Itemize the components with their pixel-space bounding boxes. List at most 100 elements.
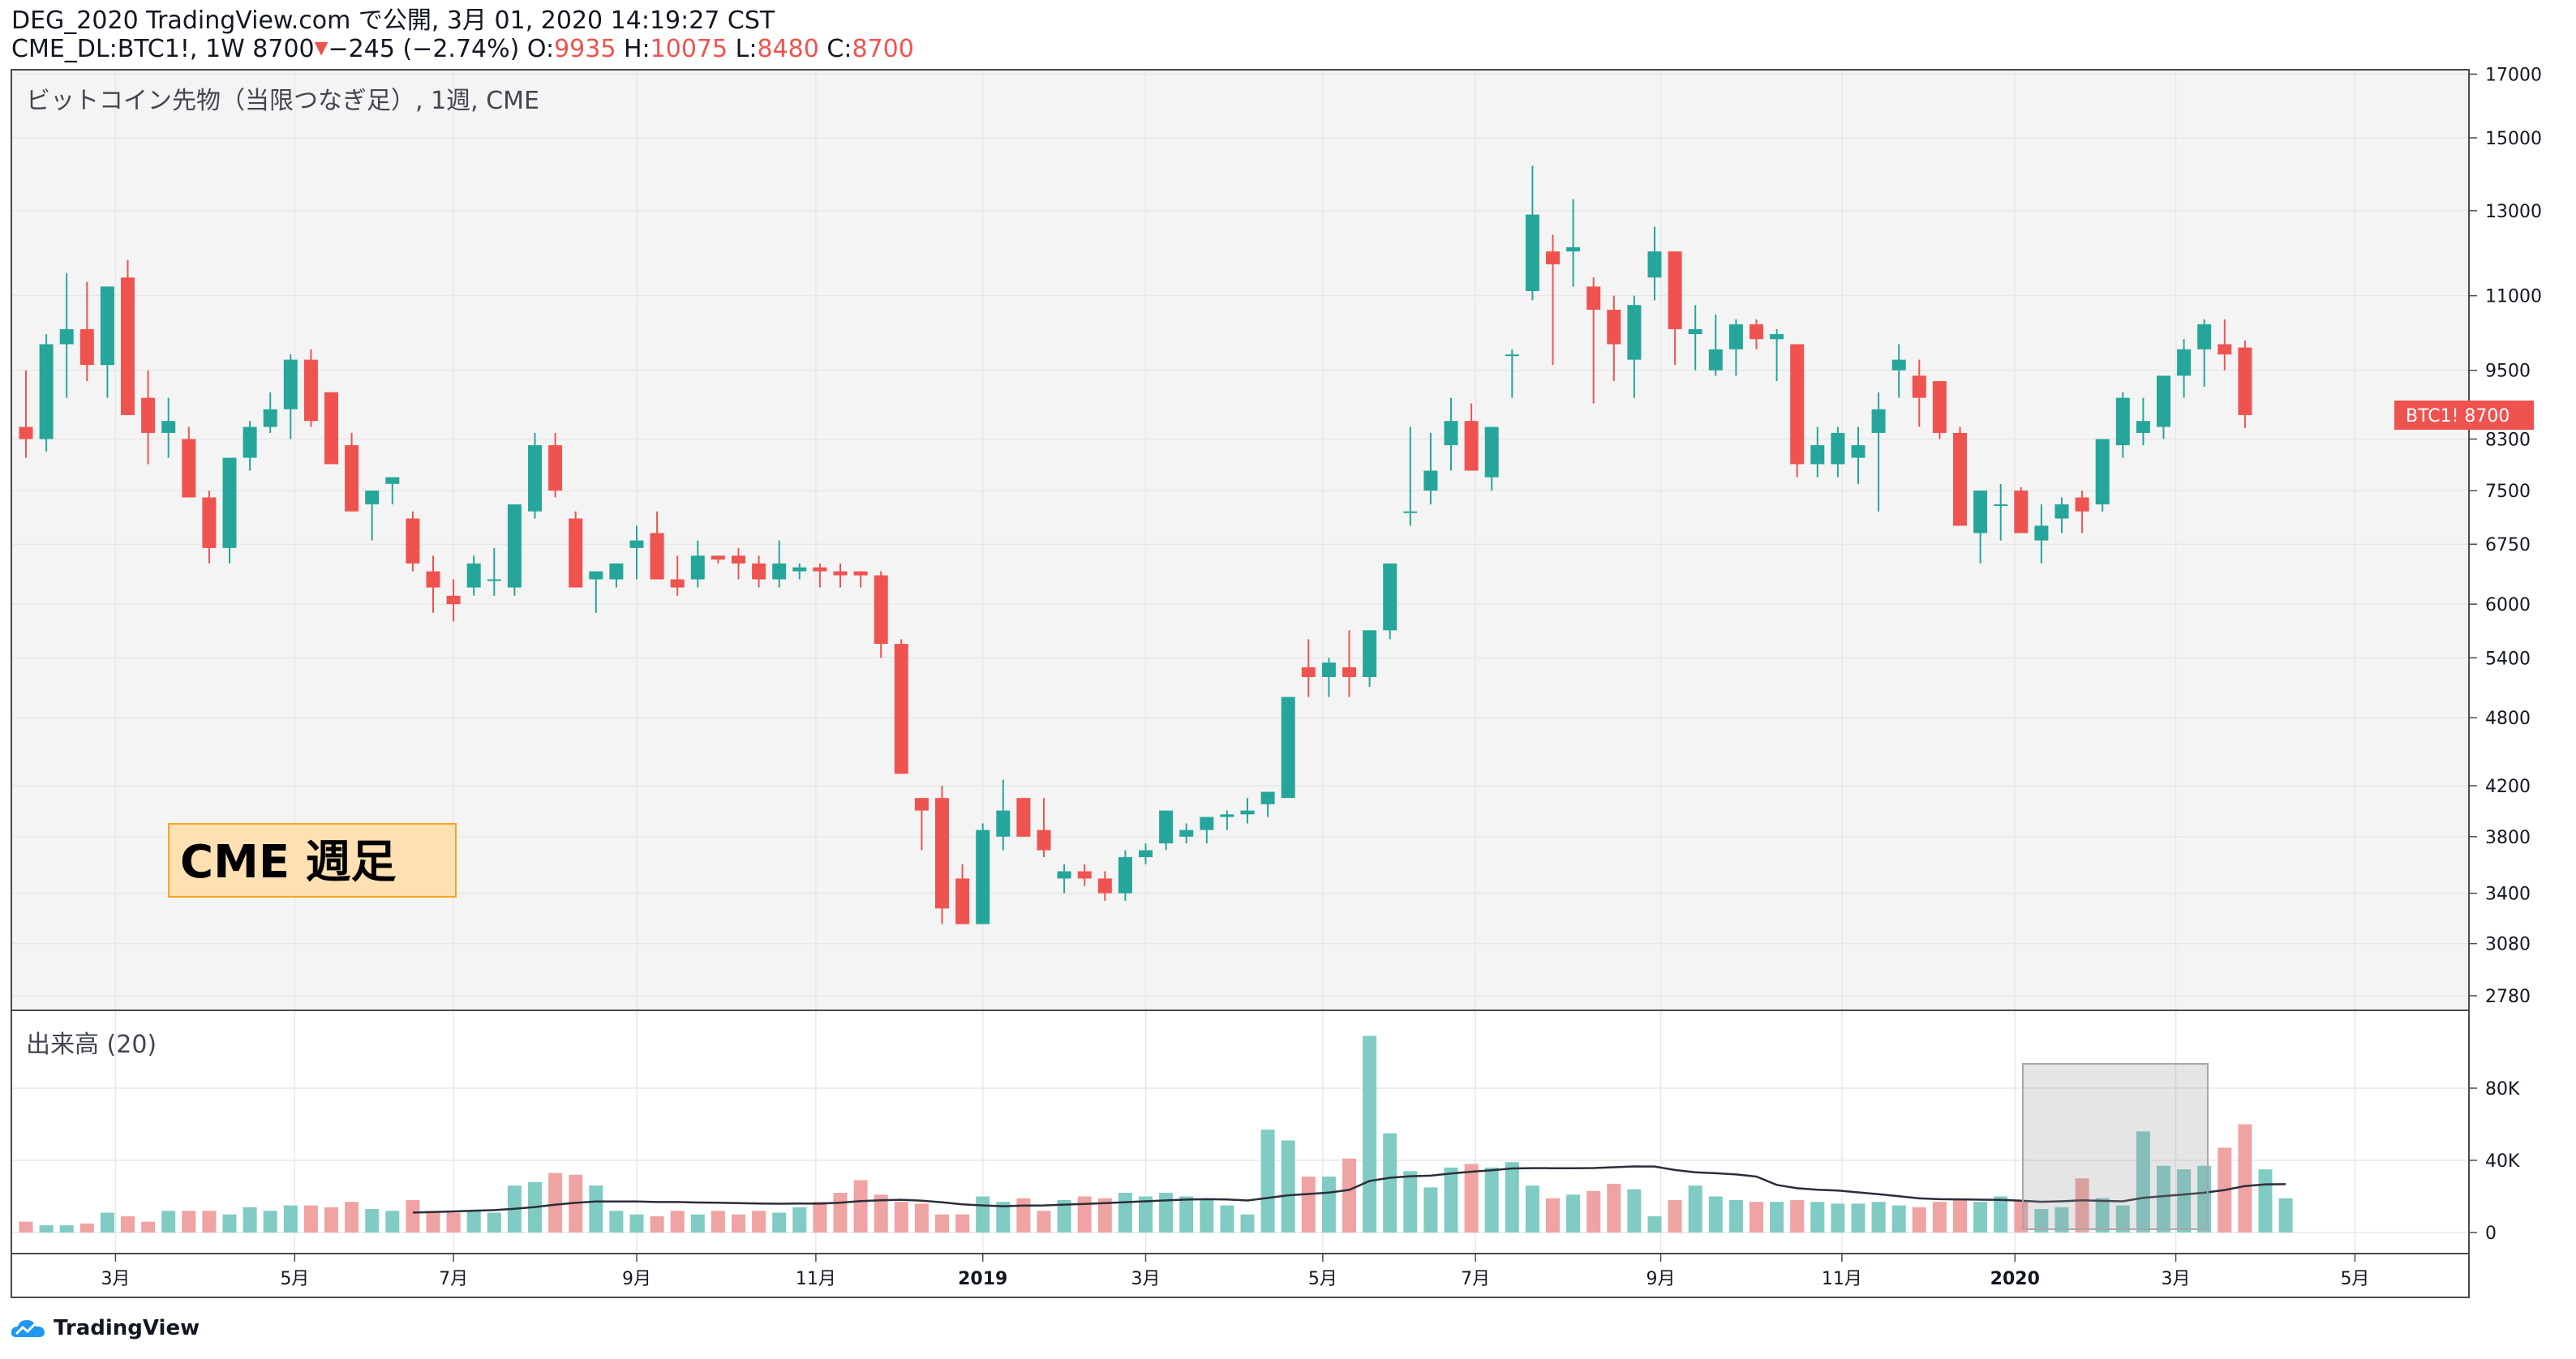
candle-body [996,810,1011,837]
volume-bar [2034,1209,2049,1233]
volume-bar [2258,1169,2273,1233]
volume-bar [650,1215,664,1233]
candle-body [2095,439,2110,505]
candle-body [690,555,705,580]
price-tick-label: 17000 [2485,65,2542,85]
candle-body [1953,432,1967,526]
price-tick-label: 6750 [2485,535,2531,555]
candlestick-series[interactable] [19,165,2252,924]
volume-bar [487,1212,501,1233]
volume-pane-title: 出来高 (20) [26,1031,157,1059]
candle-body [813,567,827,572]
candle-body [2157,375,2170,427]
time-tick-label: 3月 [2162,1269,2191,1289]
candle-body [833,571,848,576]
volume-bar [2095,1198,2110,1233]
candle-body [446,595,461,605]
low-label: L: [735,35,758,63]
volume-bar [1688,1185,1702,1233]
symbol-label: CME_DL:BTC1!, 1W 8700 [11,35,315,63]
volume-bar [589,1185,603,1233]
candle-body [772,563,787,580]
price-tick-label: 4200 [2485,777,2531,797]
annotation-box[interactable] [168,823,457,898]
volume-bar [813,1202,827,1233]
candle-body [2177,349,2192,376]
high-value: 10075 [650,35,728,63]
candle-body [1363,630,1377,677]
candle-body [548,445,563,491]
time-tick-label: 3月 [1131,1269,1161,1289]
candle-body [1891,359,1906,371]
time-tick-label: 5月 [1308,1269,1337,1289]
volume-bar [1708,1196,1723,1233]
last-price-badge-text: BTC1! 8700 [2406,406,2509,427]
candle-body [283,359,298,409]
volume-bar [609,1211,624,1233]
candle-body [1790,344,1805,465]
volume-bar [752,1211,766,1233]
volume-bar [466,1211,481,1233]
tradingview-logo[interactable]: TradingView [10,1314,200,1343]
volume-bar [1383,1133,1397,1233]
volume-bar [243,1207,257,1233]
time-axis-border [11,1253,2470,1298]
candle-body [1281,697,1295,799]
volume-bar [894,1202,908,1233]
candle-body [1301,667,1316,677]
volume-bar [1891,1205,1906,1233]
grid-lines [11,70,2469,1254]
volume-bar [1953,1199,1967,1233]
candle-body [1321,662,1336,677]
volume-bar [1750,1202,1763,1233]
price-tick-label: 11000 [2485,287,2542,307]
volume-bar [1546,1198,1560,1233]
time-axis[interactable]: 3月 5月 7月 9月 11月 2019 3月 5月 7月 9月 11月 2020 3月 5月 [101,1254,2369,1289]
volume-series[interactable] [19,1035,2293,1233]
candle-body [1139,850,1153,858]
volume-bar [1281,1140,1295,1233]
volume-bar [141,1221,156,1233]
volume-bar [446,1212,461,1233]
price-axis[interactable]: 17000 15000 13000 11000 9500 8300 7500 6750 6000… [2469,65,2542,1007]
volume-bar [1321,1177,1336,1233]
volume-axis[interactable]: 80K 40K 0 [2469,1079,2520,1244]
candle-body [1770,334,1784,340]
volume-bar [2238,1124,2252,1233]
volume-bar [1525,1185,1539,1233]
candle-body [1973,491,1988,534]
volume-bar [182,1211,196,1233]
volume-bar [853,1180,868,1233]
candle-body [1912,375,1926,398]
down-triangle-icon: ▼ [314,38,328,58]
candle-body [79,328,94,366]
price-tick-label: 4800 [2485,709,2531,729]
volume-bar [1220,1205,1234,1233]
annotation-text: CME 週足 [180,836,397,889]
candle-body [2075,497,2089,512]
volume-highlight-box [2022,1063,2209,1230]
candle-body [2014,491,2029,534]
volume-bar [2177,1169,2192,1233]
candle-body [874,575,888,645]
candle-body [2034,525,2049,541]
candle-body [711,555,725,560]
volume-tick-label: 40K [2485,1151,2520,1172]
candle-body [1708,349,1723,371]
volume-bar [732,1214,745,1233]
volume-bar [629,1214,644,1233]
candle-body [589,571,603,580]
candle-body [1057,871,1071,879]
volume-bar [690,1214,705,1233]
volume-bar [1912,1207,1926,1233]
candle-body [955,878,970,924]
volume-bar [955,1214,970,1233]
high-label: H: [623,35,650,63]
volume-bar [345,1202,359,1233]
volume-tick-label: 80K [2485,1079,2520,1100]
candle-body [1077,871,1092,879]
volume-bar [426,1211,440,1233]
candle-body [406,518,420,564]
candle-body [1484,427,1499,478]
